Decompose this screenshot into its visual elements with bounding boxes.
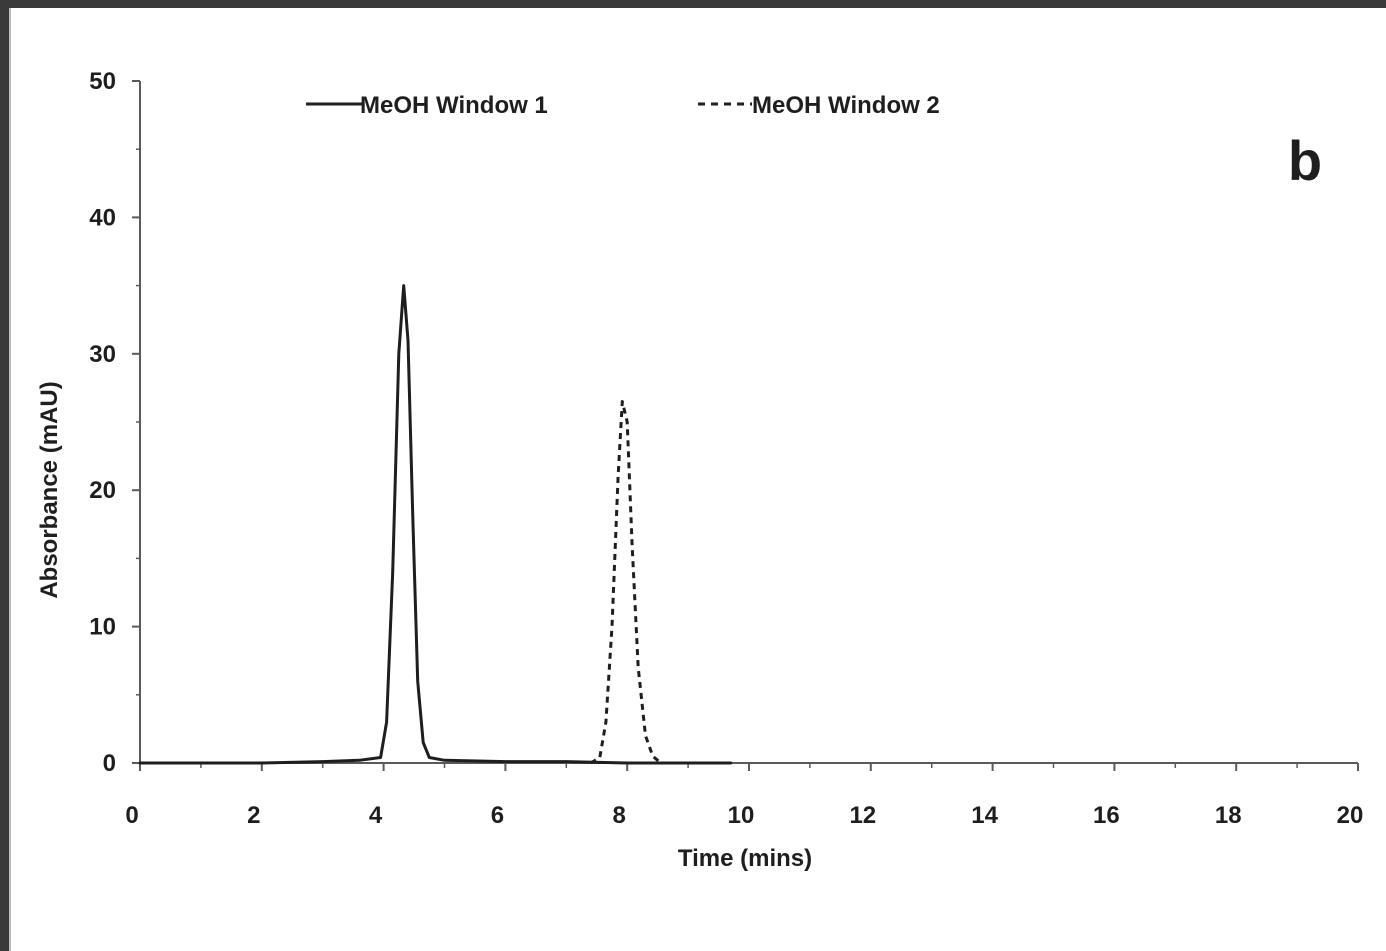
x-tick-label: 4 — [369, 802, 383, 829]
frame-top-border — [0, 0, 1386, 8]
chart-legend: MeOH Window 1 MeOH Window 2 — [306, 92, 940, 119]
x-tick-label: 18 — [1215, 802, 1242, 829]
panel-label: b — [1288, 129, 1322, 192]
y-tick-label: 10 — [89, 614, 116, 641]
chart-axes: 0 10 20 30 40 50 0 2 4 6 8 10 12 14 16 18 20 — [89, 68, 1363, 829]
x-tick-label: 0 — [125, 802, 138, 829]
x-tick-label: 2 — [247, 802, 260, 829]
legend-label-series-2: MeOH Window 2 — [752, 92, 940, 119]
series-line-1 — [138, 284, 733, 765]
x-tick-label: 16 — [1093, 802, 1120, 829]
x-axis-label: Time (mins) — [678, 845, 812, 872]
y-tick-label: 30 — [89, 341, 116, 368]
y-tick-label: 20 — [89, 477, 116, 504]
y-tick-label: 50 — [89, 68, 116, 95]
legend-label-series-1: MeOH Window 1 — [360, 92, 548, 119]
y-tick-label: 40 — [89, 204, 116, 231]
x-tick-label: 8 — [613, 802, 626, 829]
chart-series-layer — [138, 284, 733, 765]
x-tick-label: 10 — [728, 802, 755, 829]
x-tick-label: 6 — [491, 802, 504, 829]
series-line-2 — [589, 400, 662, 765]
y-axis-label: Absorbance (mAU) — [36, 381, 63, 598]
x-tick-label: 20 — [1337, 802, 1364, 829]
frame-left-border — [0, 0, 9, 951]
x-tick-label: 14 — [971, 802, 998, 829]
x-tick-label: 12 — [849, 802, 876, 829]
y-tick-label: 0 — [103, 750, 116, 777]
frame-inner-border — [9, 8, 11, 951]
